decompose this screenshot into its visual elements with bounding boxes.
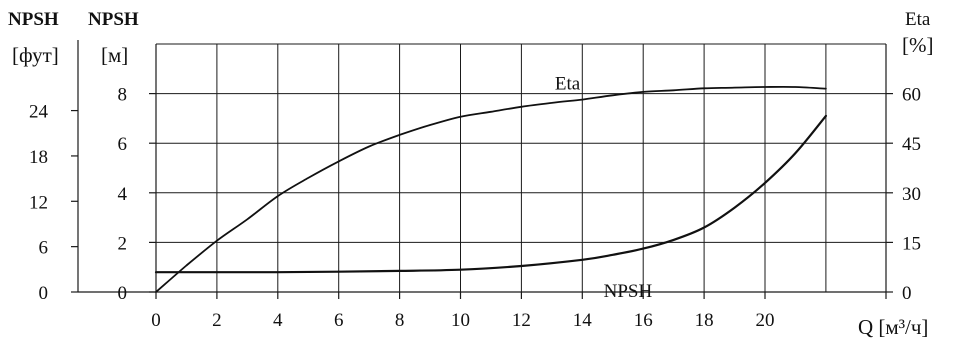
right-tick-label: 15: [902, 233, 921, 254]
right-tick-label: 60: [902, 85, 921, 106]
x-tick-label: 16: [634, 310, 653, 331]
left-m-tick-label: 8: [118, 85, 128, 106]
left-m-axis-unit: [м]: [101, 43, 128, 67]
left-m-axis-title: NPSH: [88, 9, 139, 30]
eta-curve: [155, 85, 827, 293]
eta-series-label: Eta: [555, 74, 581, 95]
npsh-series-label: NPSH: [604, 281, 653, 302]
left-ft-axis-title: NPSH: [8, 9, 59, 30]
x-axis-label: Q [м³/ч]: [858, 315, 928, 339]
grid: [156, 43, 886, 292]
series: Eta NPSH: [154, 74, 827, 302]
left-m-tick-label: 6: [118, 134, 128, 155]
right-axis-unit: [%]: [902, 33, 933, 57]
left-m-tick-label: 4: [118, 184, 128, 205]
left-ft-tick-label: 6: [39, 238, 49, 259]
right-tick-label: 0: [902, 283, 912, 304]
left-m-tick-label: 2: [118, 233, 128, 254]
right-tick-label: 45: [902, 134, 921, 155]
x-tick-label: 14: [573, 310, 593, 331]
x-tick-label: 6: [334, 310, 344, 331]
right-tick-label: 30: [902, 184, 921, 205]
npsh-curve: [154, 114, 827, 274]
left-m-tick-label: 0: [118, 283, 128, 304]
x-tick-label: 2: [212, 310, 222, 331]
x-tick-label: 12: [512, 310, 531, 331]
left-ft-tick-label: 24: [29, 102, 49, 123]
x-tick-label: 18: [695, 310, 714, 331]
left-ft-tick-label: 0: [39, 283, 49, 304]
x-tick-label: 0: [151, 310, 161, 331]
axes: [71, 40, 893, 299]
x-tick-label: 8: [395, 310, 405, 331]
right-axis-title: Eta: [905, 9, 931, 30]
x-tick-label: 4: [273, 310, 283, 331]
left-ft-tick-label: 12: [29, 192, 48, 213]
x-tick-label: 20: [756, 310, 775, 331]
left-ft-axis-unit: [фут]: [12, 43, 59, 67]
left-ft-tick-label: 18: [29, 147, 48, 168]
x-tick-label: 10: [451, 310, 470, 331]
